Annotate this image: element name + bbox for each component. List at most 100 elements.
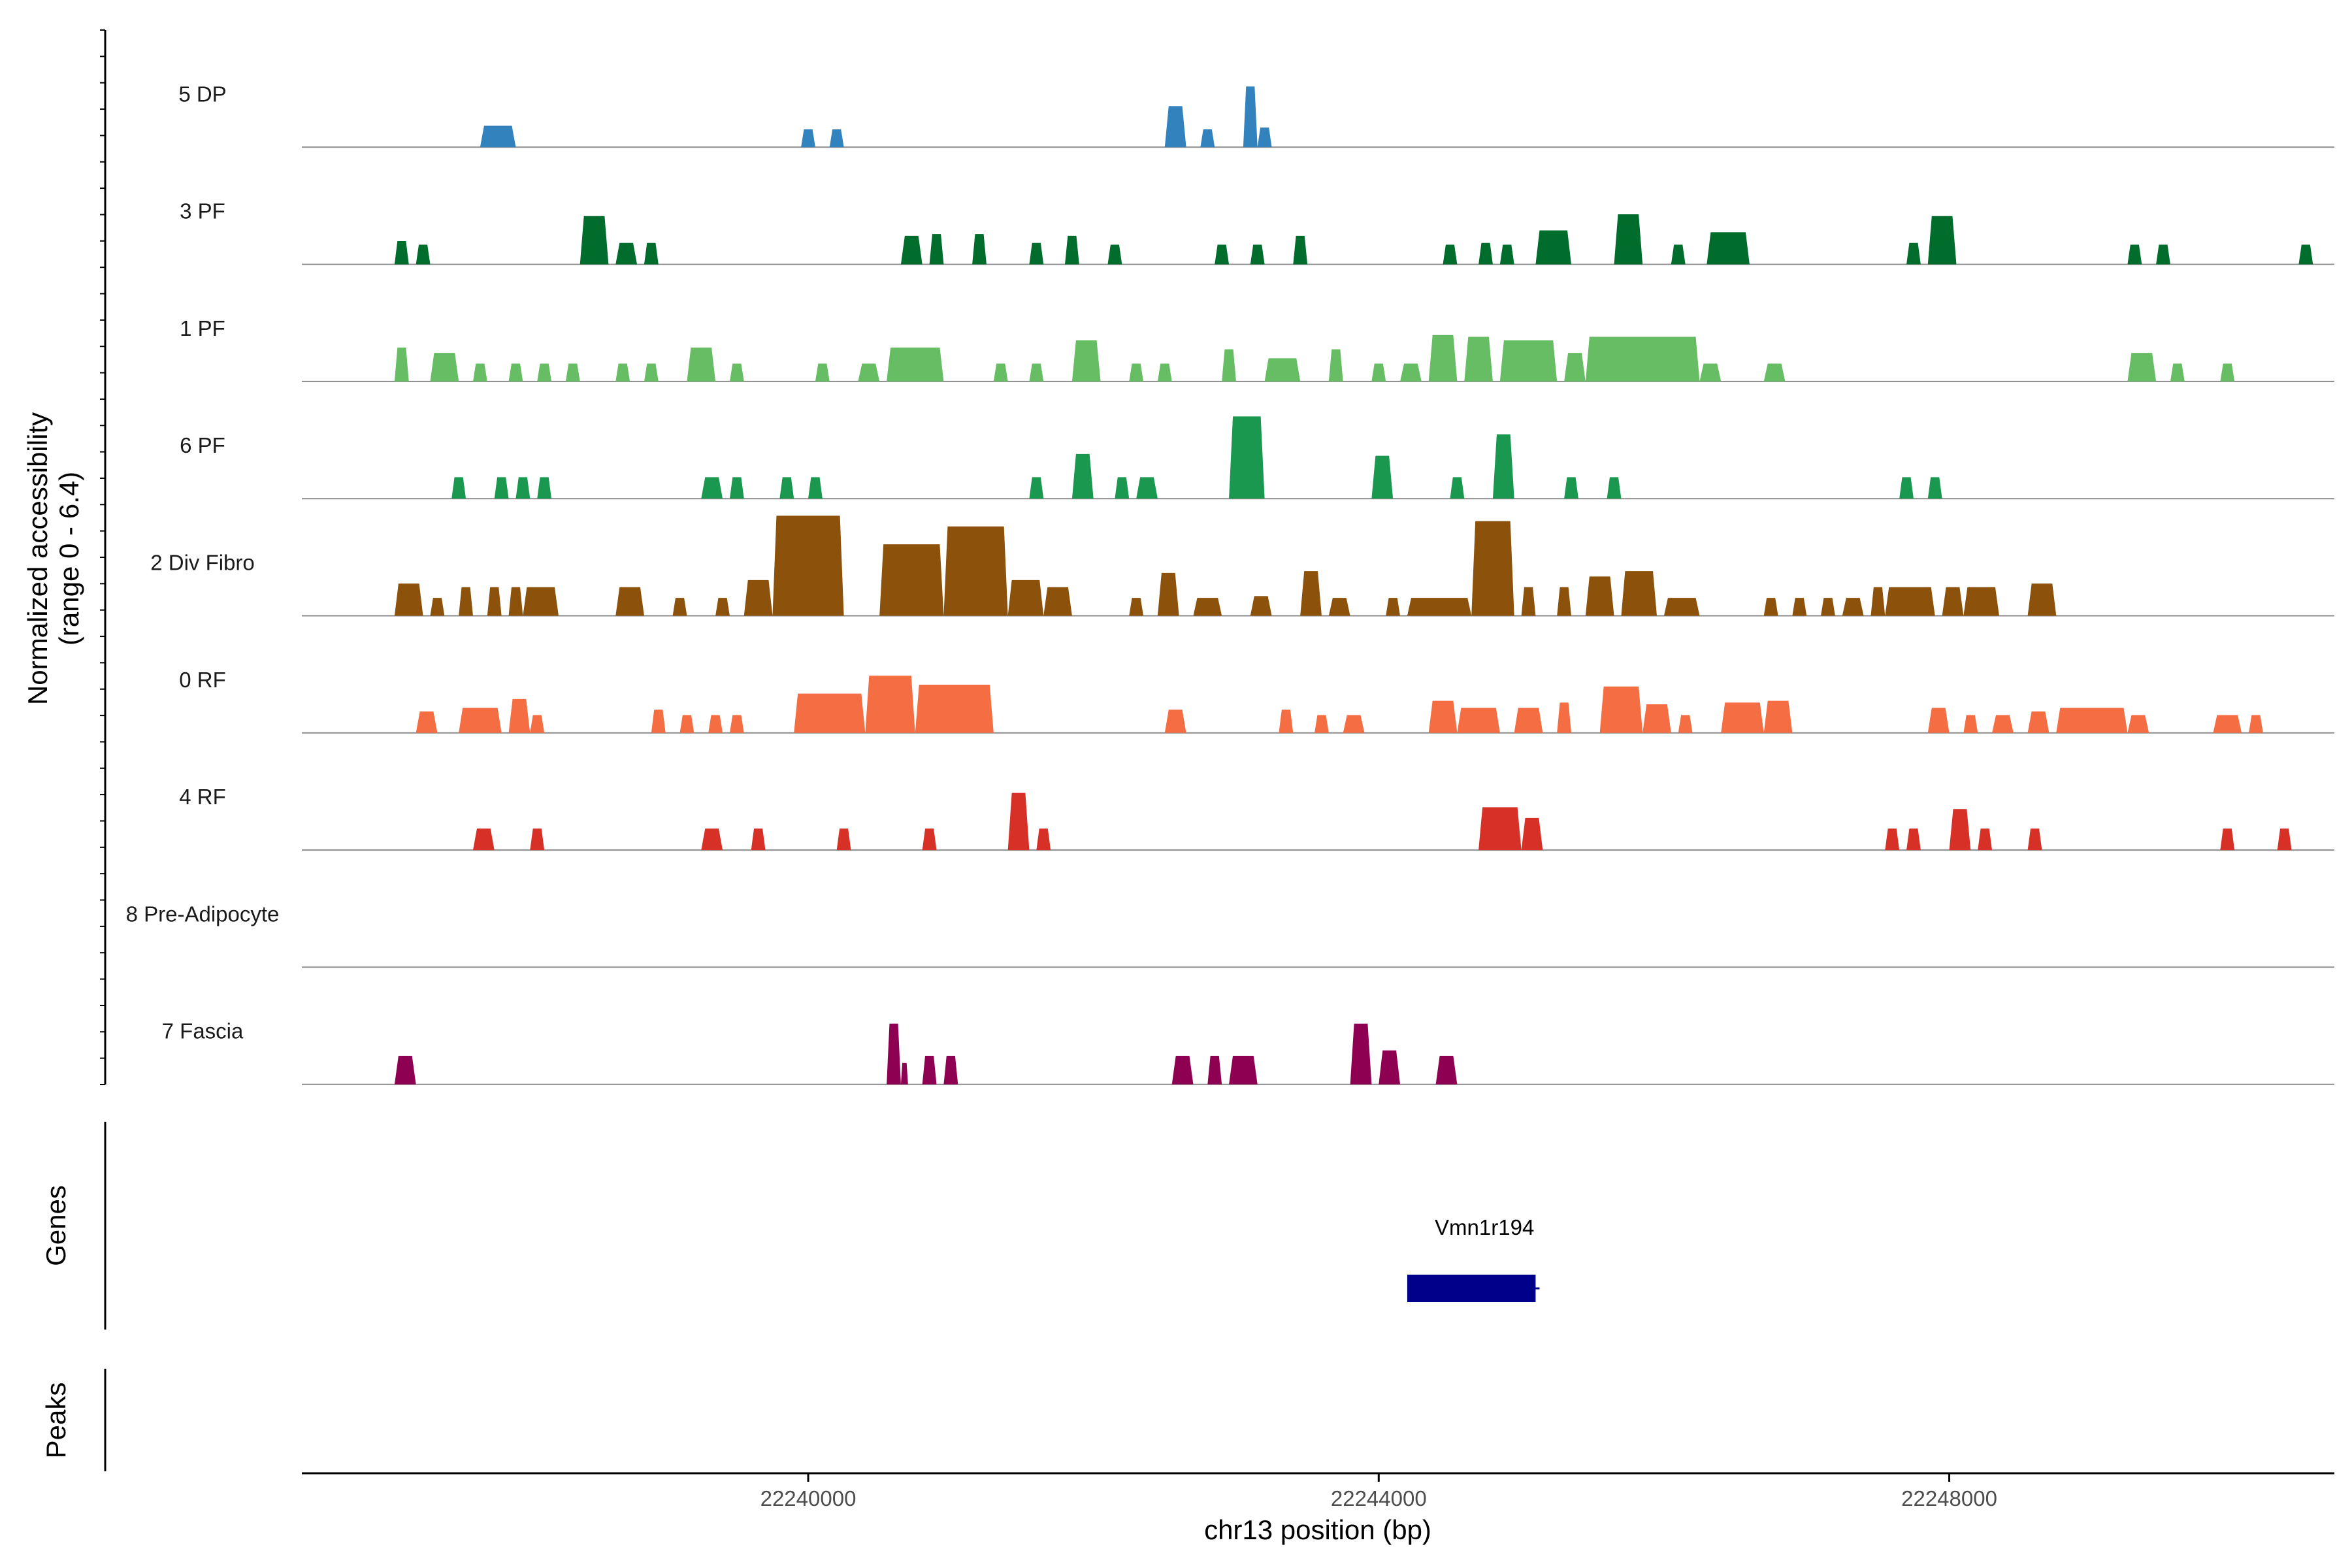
coverage-peak bbox=[494, 477, 509, 499]
track-6-pf: 6 PF bbox=[180, 416, 2334, 500]
coverage-peak bbox=[1115, 477, 1130, 499]
coverage-peak bbox=[943, 1055, 958, 1085]
track-0-rf: 0 RF bbox=[179, 668, 2334, 734]
coverage-peak bbox=[1257, 127, 1272, 148]
coverage-peak bbox=[2127, 353, 2157, 382]
track-label: 5 DP bbox=[178, 82, 226, 106]
coverage-peak bbox=[2127, 244, 2142, 265]
coverage-peak bbox=[430, 353, 459, 382]
x-tick-label: 22244000 bbox=[1331, 1486, 1427, 1511]
coverage-peak bbox=[394, 241, 409, 265]
coverage-peak bbox=[1621, 571, 1657, 616]
coverage-peak bbox=[1585, 576, 1614, 616]
coverage-peak bbox=[2298, 244, 2313, 265]
coverage-peak bbox=[1435, 1055, 1458, 1085]
coverage-peak bbox=[1557, 587, 1572, 616]
coverage-peak bbox=[2027, 711, 2050, 733]
coverage-peak bbox=[515, 477, 531, 499]
coverage-tracks: 5 DP 3 PF 1 PF 6 PF 2 Div Fibro 0 RF 4 RF 8 Pre… bbox=[126, 82, 2334, 1085]
coverage-peak bbox=[1343, 715, 1365, 733]
coverage-peak bbox=[1036, 828, 1051, 851]
coverage-peak bbox=[1400, 363, 1422, 382]
coverage-peak bbox=[530, 828, 545, 851]
coverage-peak bbox=[943, 526, 1008, 616]
coverage-peak bbox=[472, 828, 495, 851]
coverage-peak bbox=[743, 580, 773, 616]
coverage-peak bbox=[1963, 587, 1999, 616]
coverage-peak bbox=[1129, 363, 1144, 382]
coverage-peak bbox=[1564, 353, 1586, 382]
coverage-peak bbox=[1450, 477, 1465, 499]
y-axis-title-line1: Normalized accessibility bbox=[22, 412, 53, 705]
coverage-peak bbox=[1007, 792, 1030, 851]
coverage-peak bbox=[1193, 598, 1222, 616]
coverage-peak bbox=[729, 363, 744, 382]
coverage-peak bbox=[565, 363, 580, 382]
gene-label: Vmn1r194 bbox=[1435, 1215, 1534, 1239]
coverage-peak bbox=[1585, 336, 1700, 382]
coverage-peak bbox=[729, 715, 744, 733]
coverage-peak bbox=[1164, 106, 1186, 148]
track-label: 7 Fascia bbox=[162, 1019, 244, 1043]
coverage-peak bbox=[644, 242, 659, 265]
coverage-peak bbox=[2170, 363, 2185, 382]
coverage-peak bbox=[1279, 710, 1294, 733]
coverage-peak bbox=[2027, 583, 2057, 616]
coverage-peak bbox=[2127, 715, 2149, 733]
track-1-pf: 1 PF bbox=[180, 316, 2334, 382]
coverage-peak bbox=[1164, 710, 1186, 733]
coverage-peak bbox=[459, 587, 473, 616]
coverage-peak bbox=[1007, 580, 1044, 616]
coverage-peak bbox=[451, 477, 466, 499]
coverage-peak bbox=[815, 363, 830, 382]
coverage-peak bbox=[772, 515, 844, 616]
coverage-peak bbox=[1870, 587, 1886, 616]
coverage-peak bbox=[394, 1055, 416, 1085]
coverage-peak bbox=[701, 828, 723, 851]
coverage-peak bbox=[829, 129, 844, 148]
coverage-peak bbox=[2027, 828, 2042, 851]
coverage-peak bbox=[1671, 244, 1686, 265]
coverage-peak bbox=[1699, 363, 1722, 382]
coverage-peak bbox=[922, 1055, 937, 1085]
coverage-peak bbox=[1521, 817, 1543, 851]
coverage-peak bbox=[1107, 244, 1122, 265]
coverage-peak bbox=[1200, 129, 1215, 148]
coverage-peak bbox=[1157, 572, 1179, 616]
coverage-peak bbox=[1521, 587, 1536, 616]
coverage-peak bbox=[858, 363, 880, 382]
coverage-peak bbox=[1457, 708, 1500, 733]
coverage-peak bbox=[537, 477, 552, 499]
coverage-peak bbox=[1071, 340, 1101, 382]
coverage-peak bbox=[1136, 477, 1158, 499]
coverage-peak bbox=[1721, 702, 1764, 733]
coverage-peak bbox=[794, 693, 866, 733]
coverage-peak bbox=[430, 598, 445, 616]
coverage-peak bbox=[1942, 587, 1964, 616]
coverage-peak bbox=[1328, 349, 1343, 382]
coverage-peak bbox=[701, 477, 723, 499]
coverage-peak bbox=[801, 129, 815, 148]
coverage-peak bbox=[1763, 598, 1778, 616]
coverage-peak bbox=[1906, 242, 1921, 265]
x-axis-title: chr13 position (bp) bbox=[1204, 1514, 1431, 1545]
coverage-peak bbox=[887, 1023, 901, 1085]
coverage-peak bbox=[1478, 242, 1493, 265]
coverage-peak bbox=[394, 347, 409, 382]
coverage-peak bbox=[2213, 715, 2242, 733]
coverage-peak bbox=[1243, 86, 1258, 148]
track-label: 2 Div Fibro bbox=[150, 551, 255, 575]
coverage-peak bbox=[922, 828, 937, 851]
coverage-peak bbox=[1927, 708, 1950, 733]
coverage-peak bbox=[1029, 363, 1044, 382]
coverage-peak bbox=[1471, 521, 1514, 616]
coverage-peak bbox=[1250, 596, 1272, 616]
coverage-peak bbox=[1499, 244, 1514, 265]
coverage-peak bbox=[779, 477, 794, 499]
coverage-peak bbox=[1064, 235, 1079, 265]
coverage-peak bbox=[1492, 434, 1514, 499]
coverage-peak bbox=[836, 828, 851, 851]
coverage-peak bbox=[615, 587, 644, 616]
coverage-peak bbox=[1978, 828, 1993, 851]
